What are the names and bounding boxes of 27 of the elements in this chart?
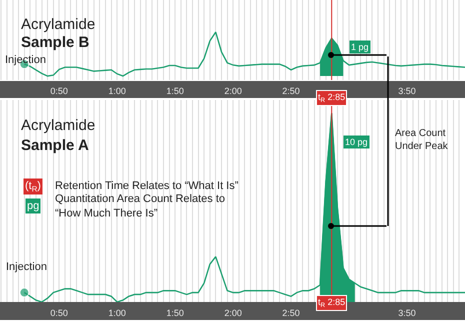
x-tick-label: 1:00	[108, 86, 126, 96]
x-tick-label: 3:50	[398, 86, 416, 96]
chart-title: Acrylamide	[21, 16, 96, 33]
x-tick-label: 2:00	[224, 86, 242, 96]
annotation: (t$_{R}$)	[25, 180, 41, 194]
x-tick-label: 3:50	[398, 308, 416, 318]
annotation: Area Count Under Peak	[395, 128, 449, 152]
chart-title: Acrylamide	[21, 117, 96, 134]
x-tick-label: 1:00	[108, 308, 126, 318]
annotation: Injection	[5, 54, 46, 66]
x-tick-label: 1:50	[166, 86, 184, 96]
x-tick-label: 2:00	[224, 308, 242, 318]
annotation: 10 pg	[345, 137, 368, 147]
annotation: Quantitation Area Count Relates to “How Much There Is”	[55, 193, 225, 220]
x-tick-label: 1:50	[166, 308, 184, 318]
x-tick-label: 2:50	[282, 86, 300, 96]
x-tick-label: t$_{R}$ 2:85	[318, 297, 346, 309]
x-tick-label: 0:50	[50, 86, 68, 96]
annotation: 1 pg	[351, 42, 369, 52]
x-tick-label: 2:50	[282, 308, 300, 318]
x-tick-label: 0:50	[50, 308, 68, 318]
x-tick-label: t$_{R}$ 2:85	[318, 92, 346, 104]
text: Sample A	[21, 137, 89, 154]
annotation: pg	[27, 200, 40, 212]
annotation: Injection	[6, 261, 47, 273]
chart-subtitle: Sample B	[21, 34, 90, 51]
annotation: Retention Time Relates to “What It Is”	[55, 180, 239, 192]
